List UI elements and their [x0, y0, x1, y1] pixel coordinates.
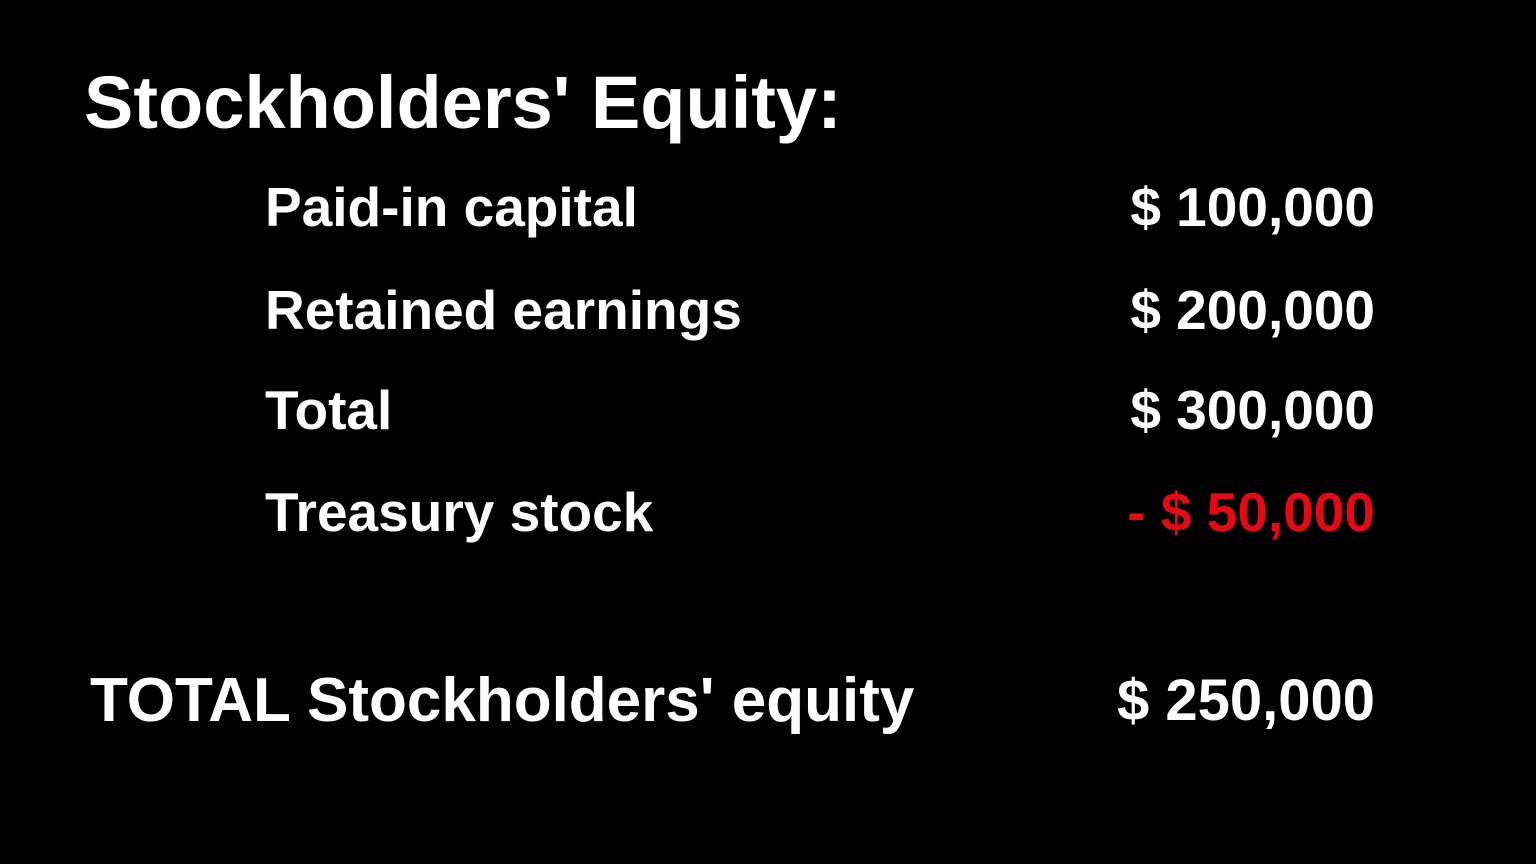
line-item-row: Paid-in capital $ 100,000	[265, 175, 1375, 239]
line-item-row: Retained earnings $ 200,000	[265, 278, 1375, 342]
line-item-value: $ 100,000	[1130, 175, 1375, 239]
total-row: TOTAL Stockholders' equity $ 250,000	[90, 665, 1375, 736]
line-item-value: $ 200,000	[1130, 278, 1375, 342]
line-item-row: Treasury stock - $ 50,000	[265, 480, 1375, 544]
line-item-label: Total	[265, 378, 392, 442]
line-item-value-negative: - $ 50,000	[1127, 480, 1375, 544]
total-value: $ 250,000	[1117, 667, 1375, 734]
line-item-row: Total $ 300,000	[265, 378, 1375, 442]
total-label: TOTAL Stockholders' equity	[90, 665, 914, 736]
line-item-label: Treasury stock	[265, 480, 653, 544]
line-item-label: Paid-in capital	[265, 175, 638, 239]
line-item-value: $ 300,000	[1130, 378, 1375, 442]
line-item-label: Retained earnings	[265, 278, 742, 342]
section-title: Stockholders' Equity:	[84, 60, 842, 145]
